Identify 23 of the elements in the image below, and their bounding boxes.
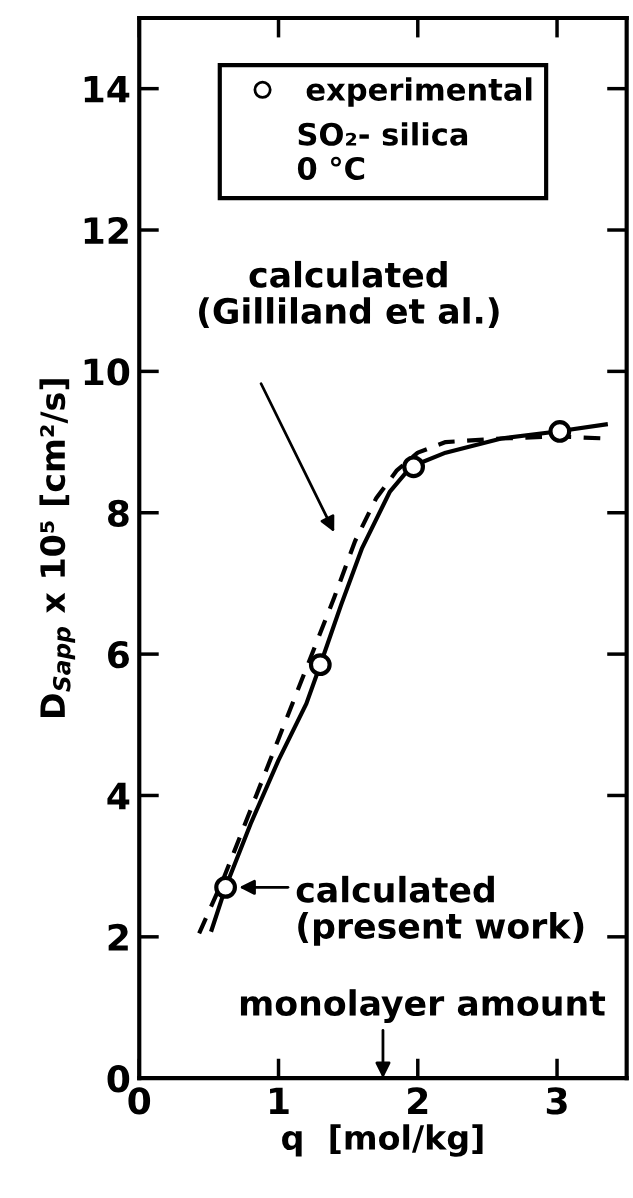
x-tick-label: 1 [270, 1087, 289, 1114]
x-tick-label: 3 [546, 1087, 567, 1115]
x-tick-label: 0 [128, 1087, 151, 1115]
point [548, 420, 572, 443]
point [308, 653, 332, 677]
y-tick-label: 2 [108, 923, 128, 951]
y-tick-label: 6 [108, 641, 129, 669]
x-axis-title: q [mol/kg] [282, 1124, 483, 1157]
point [402, 455, 426, 479]
y-tick-label: 12 [84, 216, 128, 244]
y-axis-title: D$_{Sapp}$ x 10⁵ [cm²/s] [39, 379, 76, 718]
y-tick-label: 8 [108, 499, 129, 527]
y-tick-label: 0 [107, 1065, 130, 1093]
point [214, 875, 238, 899]
legend-title: SO₂- silica 0 °C [297, 122, 468, 180]
annotation: calculated (present work) [296, 875, 584, 946]
x-tick-label: 2 [408, 1087, 428, 1114]
annotation: calculated (Gilliland et al.) [199, 260, 499, 329]
y-tick-label: 14 [84, 76, 130, 103]
y-tick-label: 10 [84, 358, 130, 386]
y-tick-label: 4 [107, 782, 130, 810]
annotation: monolayer amount [240, 989, 606, 1024]
legend-label: experimental [306, 77, 532, 107]
